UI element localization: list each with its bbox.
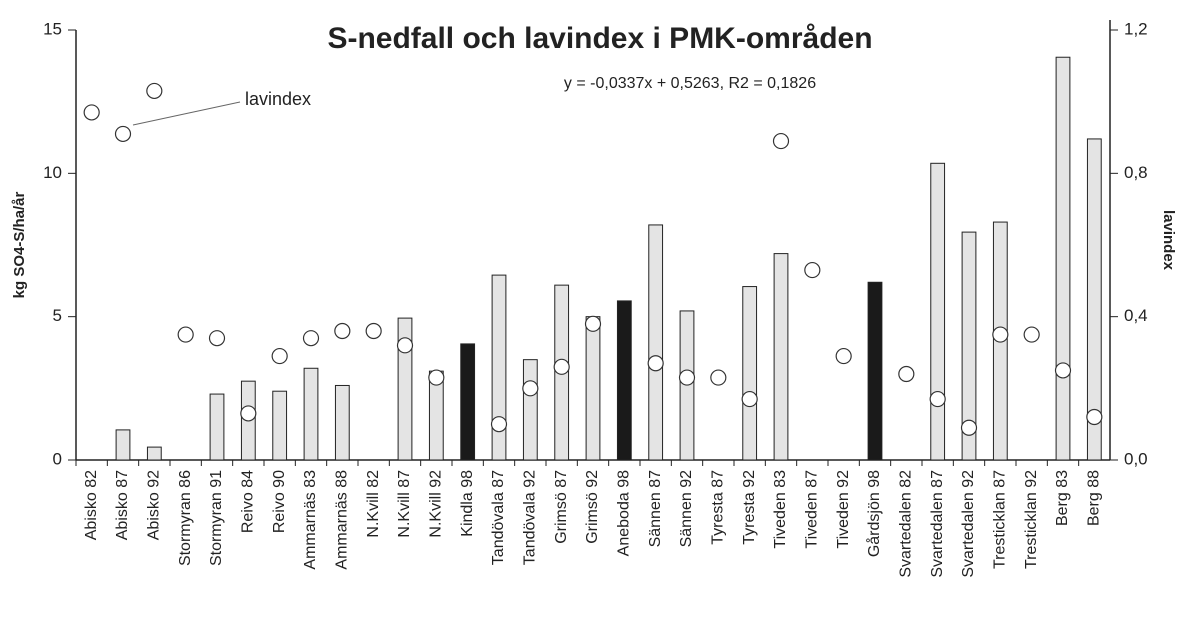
bar: [491, 274, 507, 461]
x-tick-label: N.Kvill 92: [428, 470, 445, 538]
lavindex-point: [929, 390, 946, 408]
x-tick-label: Abisko 92: [146, 470, 163, 540]
lavindex-point: [1054, 362, 1072, 379]
x-tick-label: N.Kvill 87: [396, 470, 413, 538]
bar: [209, 393, 225, 461]
x-tick-label: Ammarnäs 83: [302, 470, 319, 570]
bar: [303, 367, 319, 461]
y-tick-label: 15: [43, 19, 62, 38]
lavindex-point: [396, 337, 414, 354]
bar: [146, 446, 162, 461]
x-tick-label: N.Kvill 82: [365, 470, 382, 538]
lavindex-point: [960, 419, 978, 436]
x-tick-label: Reivo 90: [271, 470, 288, 533]
x-tick-label: Berg 83: [1054, 470, 1071, 526]
y-tick-label: 0: [53, 449, 62, 468]
lavindex-point: [898, 365, 915, 383]
x-tick-label: Tyresta 87: [710, 470, 727, 545]
bar: [397, 317, 413, 461]
lavindex-point: [804, 261, 821, 279]
x-tick-label: Berg 88: [1086, 470, 1103, 526]
bar: [961, 231, 977, 461]
lavindex-point: [584, 315, 602, 332]
lavindex-point: [271, 347, 288, 365]
lavindex-point: [240, 405, 257, 422]
lavindex-point: [647, 355, 664, 372]
lavindex-point: [1086, 408, 1103, 426]
lavindex-point: [741, 390, 758, 408]
bar: [522, 359, 538, 461]
lavindex-point: [835, 347, 852, 365]
y2-tick-label: 0,4: [1124, 306, 1148, 325]
y-tick-label: 5: [53, 306, 62, 325]
lavindex-point: [992, 326, 1009, 343]
x-tick-label: Svartedalen 82: [898, 470, 915, 578]
leader-line: [132, 101, 241, 126]
y2-axis-label: lavindex: [1160, 210, 1177, 271]
x-tick-label: Abisko 87: [114, 470, 131, 540]
x-tick-label: Grimsö 92: [584, 470, 601, 544]
bar: [115, 429, 131, 461]
bar: [742, 286, 758, 461]
x-tick-label: Svartedalen 92: [960, 470, 977, 578]
x-tick-label: Gårdsjön 98: [865, 470, 883, 557]
bar: [460, 343, 476, 461]
annotation: y = -0,0337x + 0,5263, R2 = 0,1826: [564, 75, 816, 92]
bar: [334, 384, 350, 461]
lavindex-point: [334, 322, 351, 340]
series-label: lavindex: [245, 89, 311, 109]
lavindex-point: [208, 330, 226, 347]
x-tick-label: Tandövala 92: [522, 470, 539, 565]
lavindex-point: [490, 416, 508, 433]
lavindex-point: [553, 358, 570, 375]
x-tick-label: Reivo 84: [240, 470, 257, 533]
bar: [616, 300, 632, 461]
x-tick-label: Ammarnäs 88: [334, 470, 351, 570]
chart-title: S-nedfall och lavindex i PMK-områden: [327, 22, 872, 55]
lavindex-point: [772, 132, 790, 150]
y2-tick-label: 1,2: [1124, 19, 1148, 38]
lavindex-point: [678, 369, 696, 386]
bar: [585, 316, 601, 461]
x-tick-label: Tiveden 92: [835, 470, 852, 549]
x-tick-label: Sännen 92: [678, 470, 695, 548]
x-tick-label: Stormyran 86: [177, 470, 194, 566]
lavindex-point: [114, 125, 132, 143]
y2-tick-label: 0,0: [1124, 449, 1148, 468]
y-axis-label: kg SO4-S/ha/år: [11, 191, 28, 298]
x-tick-label: Kindla 98: [459, 470, 476, 537]
x-tick-label: Tresticklan 92: [1023, 470, 1040, 569]
x-tick-label: Svartedalen 87: [929, 470, 946, 578]
lavindex-point: [1023, 326, 1040, 343]
lavindex-point: [83, 104, 100, 121]
bar: [1055, 56, 1071, 461]
x-tick-label: Tiveden 87: [804, 470, 821, 549]
x-tick-label: Sännen 87: [647, 470, 664, 548]
x-tick-label: Tyresta 92: [741, 470, 758, 545]
lavindex-point: [177, 326, 194, 343]
x-tick-label: Tiveden 83: [772, 470, 789, 549]
lavindex-point: [365, 322, 382, 340]
lavindex-point: [146, 82, 163, 100]
y2-tick-label: 0,8: [1124, 163, 1148, 182]
lavindex-point: [710, 369, 727, 386]
x-tick-label: Aneboda 98: [616, 470, 633, 556]
lavindex-point: [428, 369, 445, 386]
y-tick-label: 10: [43, 163, 62, 182]
bar: [648, 224, 664, 461]
bar: [272, 390, 288, 461]
x-tick-label: Stormyran 91: [208, 470, 225, 566]
x-tick-label: Grimsö 87: [553, 470, 570, 544]
x-tick-label: Tresticklan 87: [992, 470, 1009, 569]
bar: [773, 253, 789, 461]
lavindex-point: [302, 330, 320, 347]
bar: [930, 162, 946, 461]
lavindex-point: [522, 380, 539, 397]
bar: [1086, 138, 1102, 461]
x-tick-label: Tandövala 87: [490, 470, 507, 565]
bar: [867, 281, 883, 461]
x-tick-label: Abisko 82: [83, 470, 100, 540]
